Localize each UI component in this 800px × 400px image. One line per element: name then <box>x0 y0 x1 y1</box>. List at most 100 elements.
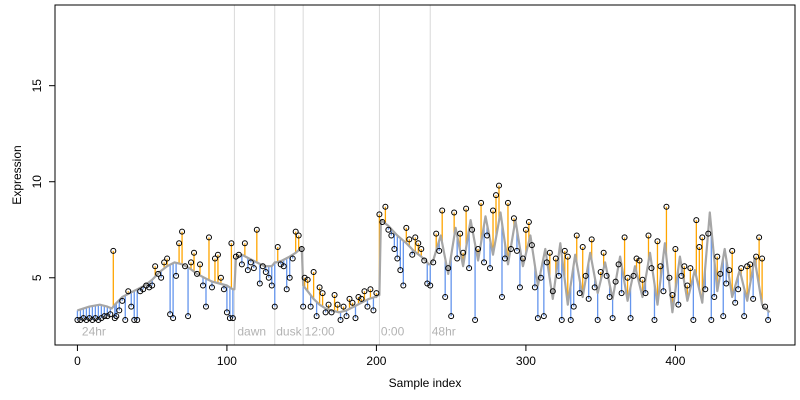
y-axis: 5 10 15 <box>30 79 55 281</box>
x-tick-label-1: 100 <box>217 354 237 368</box>
data-point-207 <box>684 282 691 289</box>
data-point-102 <box>370 307 377 314</box>
data-point-155 <box>528 242 535 249</box>
data-point-183 <box>612 278 619 285</box>
data-point-76 <box>295 232 302 239</box>
data-point-196 <box>651 317 658 324</box>
data-point-56 <box>235 251 242 258</box>
data-point-60 <box>247 259 254 266</box>
data-point-194 <box>645 232 652 239</box>
data-point-111 <box>397 267 404 274</box>
data-point-152 <box>519 255 526 262</box>
data-point-217 <box>714 253 721 260</box>
data-point-42 <box>197 261 204 268</box>
annotation-5: 48hr <box>432 324 456 338</box>
data-point-199 <box>660 288 667 295</box>
data-point-16 <box>119 297 126 304</box>
data-point-138 <box>478 199 485 206</box>
data-point-64 <box>259 263 266 270</box>
data-point-61 <box>250 265 257 272</box>
data-point-188 <box>627 315 634 322</box>
data-point-208 <box>687 265 694 272</box>
data-point-168 <box>567 317 574 324</box>
data-point-3 <box>83 317 90 324</box>
data-point-73 <box>286 274 293 281</box>
data-point-104 <box>376 211 383 218</box>
data-point-124 <box>436 247 443 254</box>
data-point-27 <box>152 263 159 270</box>
data-point-231 <box>756 234 763 241</box>
data-point-55 <box>232 253 239 260</box>
data-point-58 <box>241 240 248 247</box>
data-point-109 <box>391 245 398 252</box>
data-point-197 <box>654 238 661 245</box>
data-point-5 <box>89 317 96 324</box>
data-point-117 <box>415 240 422 247</box>
data-point-106 <box>382 203 389 210</box>
data-point-85 <box>319 290 326 297</box>
data-point-156 <box>531 284 538 291</box>
data-point-163 <box>552 255 559 262</box>
data-point-49 <box>217 274 224 281</box>
annotation-0: 24hr <box>82 324 106 338</box>
data-point-59 <box>244 267 251 274</box>
data-point-110 <box>394 255 401 262</box>
data-point-179 <box>600 249 607 256</box>
data-point-128 <box>448 313 455 320</box>
data-point-122 <box>430 259 437 266</box>
data-point-17 <box>122 317 129 324</box>
data-point-228 <box>747 261 754 268</box>
x-tick-label-0: 0 <box>74 354 81 368</box>
data-point-32 <box>167 311 174 318</box>
data-point-108 <box>388 232 395 239</box>
data-point-210 <box>693 217 700 224</box>
data-point-134 <box>466 265 473 272</box>
annotation-3: 12:00 <box>305 324 335 338</box>
data-point-77 <box>298 245 305 252</box>
data-point-105 <box>379 219 386 226</box>
data-point-151 <box>516 284 523 291</box>
data-point-19 <box>128 303 135 310</box>
data-point-189 <box>630 272 637 279</box>
y-tick-label-0: 5 <box>30 274 44 281</box>
data-point-127 <box>445 265 452 272</box>
data-point-125 <box>439 207 446 214</box>
data-point-205 <box>678 272 685 279</box>
data-point-223 <box>732 299 739 306</box>
data-point-34 <box>173 272 180 279</box>
data-point-130 <box>454 255 461 262</box>
data-point-131 <box>457 230 464 237</box>
data-point-99 <box>361 288 368 295</box>
data-point-174 <box>585 295 592 302</box>
data-point-103 <box>373 290 380 297</box>
data-point-160 <box>543 259 550 266</box>
data-point-161 <box>546 249 553 256</box>
data-point-44 <box>202 303 209 310</box>
data-point-206 <box>681 263 688 270</box>
data-point-100 <box>364 303 371 310</box>
data-point-132 <box>460 249 467 256</box>
data-point-48 <box>214 251 221 258</box>
annotation-2: dusk <box>276 324 302 338</box>
data-point-51 <box>223 309 230 316</box>
data-point-158 <box>537 274 544 281</box>
data-point-118 <box>418 245 425 252</box>
data-point-113 <box>403 224 410 231</box>
data-point-146 <box>501 255 508 262</box>
data-point-216 <box>711 293 718 300</box>
y-axis-title: Expression <box>10 145 24 204</box>
data-point-159 <box>540 313 547 320</box>
data-point-169 <box>570 303 577 310</box>
data-point-74 <box>289 255 296 262</box>
data-point-144 <box>496 182 502 189</box>
data-point-65 <box>262 269 269 276</box>
data-point-201 <box>666 274 673 281</box>
data-point-139 <box>481 259 488 266</box>
data-point-123 <box>433 230 440 237</box>
data-point-166 <box>561 247 568 254</box>
data-point-21 <box>134 317 141 324</box>
data-point-88 <box>328 309 335 316</box>
data-point-96 <box>352 315 359 322</box>
data-point-89 <box>331 292 338 299</box>
